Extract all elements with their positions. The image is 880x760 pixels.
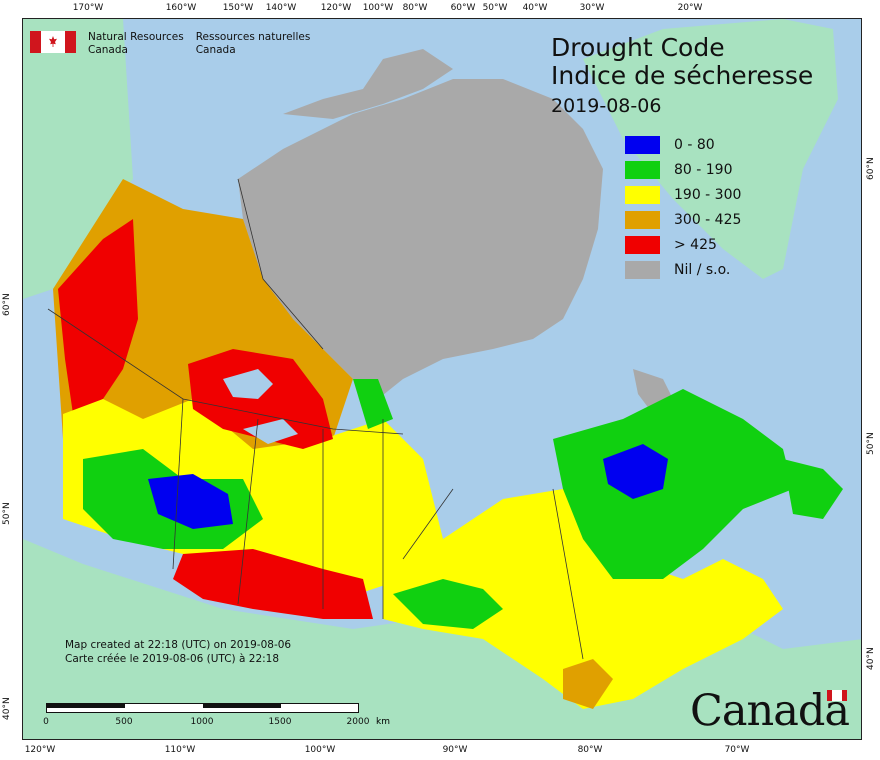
legend-swatch [625,160,660,179]
legend-swatch [625,260,660,279]
legend-swatch [625,135,660,154]
map-title-block: Drought Code Indice de sécheresse 2019-0… [551,34,813,119]
map-credit: Map created at 22:18 (UTC) on 2019-08-06… [65,638,291,666]
graticule-label-left: 50°N [2,502,12,525]
graticule-label-top: 60°W [450,3,476,13]
agency-en: Natural Resources Canada [88,31,184,57]
alaska-land [23,19,133,299]
zone-300-425-ontario [563,659,613,709]
legend-item: Nil / s.o. [625,257,741,282]
legend-item: 80 - 190 [625,157,741,182]
zone-80-190-nfld [783,459,843,519]
legend-label: 300 - 425 [674,211,742,228]
graticule-label-top: 170°W [72,3,104,13]
wordmark-flag-icon [827,690,847,701]
drought-code-map [22,18,862,740]
canada-flag-icon [30,31,76,53]
zone-80-190-hudson [353,379,393,429]
graticule-label-top: 40°W [522,3,548,13]
boundaries [47,178,584,660]
zone-190-300-ontario [383,489,783,709]
legend-label: 190 - 300 [674,186,742,203]
graticule-label-top: 50°W [482,3,508,13]
agency-fr-line1: Ressources naturelles [195,31,311,43]
legend-item: 190 - 300 [625,182,741,207]
greenland-land [583,19,838,279]
graticule-label-bottom: 70°W [724,745,750,755]
agency-signature: Natural Resources Canada Ressources natu… [30,31,310,57]
map-title-fr: Indice de sécheresse [551,61,814,90]
graticule-label-top: 150°W [222,3,254,13]
graticule-label-bottom: 100°W [304,745,336,755]
scale-label: 0 [43,717,49,727]
map-date: 2019-08-06 [551,95,662,117]
graticule-label-right: 60°N [866,157,876,180]
graticule-label-bottom: 110°W [164,745,196,755]
scale-label: 1500 [268,717,292,727]
graticule-label-bottom: 120°W [24,745,56,755]
legend-swatch [625,210,660,229]
legend-label: 0 - 80 [674,136,715,153]
graticule-label-top: 140°W [265,3,297,13]
graticule-label-top: 160°W [165,3,197,13]
map-canvas [23,19,861,739]
graticule-label-left: 40°N [2,697,12,720]
canada-wordmark: Canada [690,686,850,736]
graticule-label-top: 20°W [677,3,703,13]
credit-en: Map created at 22:18 (UTC) on 2019-08-06 [65,639,292,651]
zone-over-425-yukon [58,219,138,414]
legend-swatch [625,235,660,254]
legend-label: Nil / s.o. [674,261,731,278]
credit-fr: Carte créée le 2019-08-06 (UTC) à 22:18 [65,653,280,665]
graticule-label-top: 100°W [362,3,394,13]
graticule-label-bottom: 90°W [442,745,468,755]
legend-label: > 425 [674,236,717,253]
agency-en-line1: Natural Resources [88,31,184,43]
scale-label: 2000 [346,717,370,727]
graticule-label-bottom: 80°W [577,745,603,755]
graticule-label-left: 60°N [2,293,12,316]
scale-label: 500 [115,717,133,727]
great-slave-lake [243,419,298,444]
scale-label: 1000 [190,717,214,727]
legend-item: 300 - 425 [625,207,741,232]
great-bear-lake [223,369,273,399]
graticule-label-top: 80°W [402,3,428,13]
agency-en-line2: Canada [88,44,128,56]
scale-bar: 0 500 1000 1500 2000 km [43,703,390,731]
usa-land [23,539,861,739]
agency-fr: Ressources naturelles Canada [196,31,311,57]
zone-0-80-quebec [603,444,668,499]
graticule-label-top: 30°W [579,3,605,13]
zone-80-190-quebec [553,389,793,579]
agency-fr-line2: Canada [195,44,236,56]
zone-80-190-ontario [393,579,503,629]
graticule-label-right: 50°N [866,432,876,455]
scale-bar-graphic [46,703,359,713]
legend: 0 - 80 80 - 190 190 - 300 300 - 425 > 425 Nil… [625,132,741,282]
legend-item: 0 - 80 [625,132,741,157]
zone-over-425-nwt [188,349,333,449]
graticule-label-right: 40°N [866,647,876,670]
legend-item: > 425 [625,232,741,257]
arctic-islands [238,79,603,399]
zone-0-80-alberta [148,474,233,529]
map-title-en: Drought Code [551,33,725,62]
scale-unit: km [376,717,390,727]
arctic-islands-2 [283,49,453,119]
graticule-label-top: 120°W [320,3,352,13]
legend-label: 80 - 190 [674,161,733,178]
legend-swatch [625,185,660,204]
